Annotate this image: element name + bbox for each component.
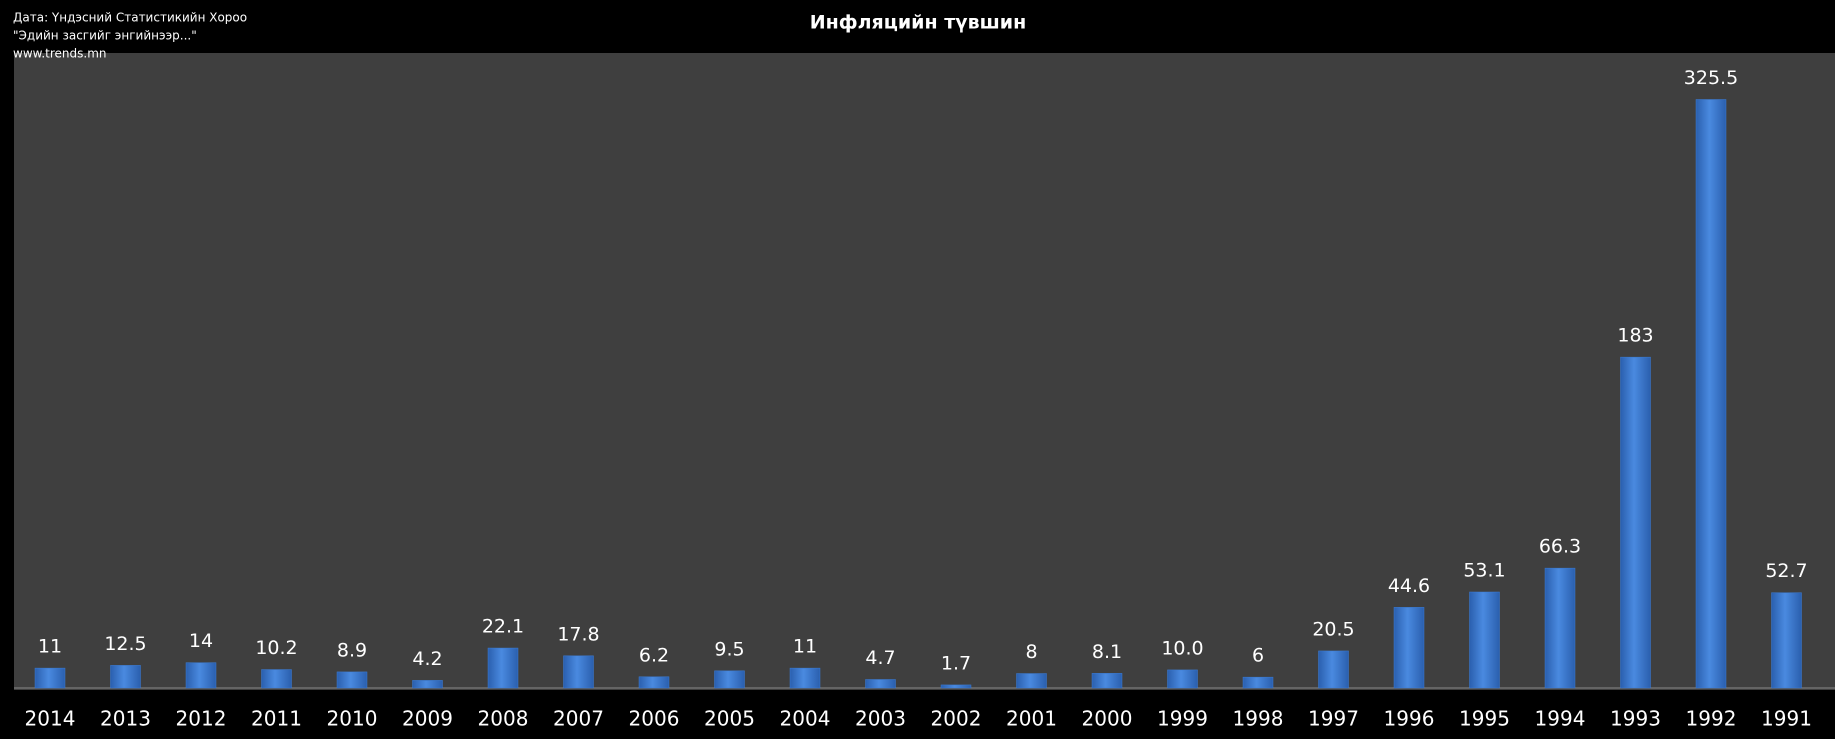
x-tick-label: 1993 xyxy=(1610,707,1661,731)
x-tick-label: 2003 xyxy=(855,707,906,731)
x-tick-label: 2010 xyxy=(327,707,378,731)
bar xyxy=(185,662,217,689)
value-label: 12.5 xyxy=(104,633,146,655)
x-tick-label: 2011 xyxy=(251,707,302,731)
bar xyxy=(638,676,670,689)
x-tick-label: 2002 xyxy=(931,707,982,731)
value-label: 325.5 xyxy=(1684,67,1738,89)
bar xyxy=(1242,676,1274,689)
value-label: 183 xyxy=(1617,325,1653,347)
bar xyxy=(412,680,443,689)
value-label: 52.7 xyxy=(1765,560,1807,582)
x-tick-label: 2009 xyxy=(402,707,453,731)
bar xyxy=(487,647,519,689)
value-label: 53.1 xyxy=(1463,559,1505,581)
source-line: Дата: Үндэсний Статистикийн Хороо xyxy=(13,11,247,25)
x-tick-label: 1998 xyxy=(1233,707,1284,731)
value-label: 4.7 xyxy=(865,647,895,669)
value-label: 11 xyxy=(793,636,817,658)
x-tick-label: 2004 xyxy=(780,707,831,731)
value-label: 17.8 xyxy=(557,623,599,645)
bar xyxy=(110,665,141,689)
bar xyxy=(714,670,745,689)
x-tick-label: 1995 xyxy=(1459,707,1510,731)
bar xyxy=(1091,673,1123,689)
bar xyxy=(1771,592,1802,689)
bar xyxy=(1016,673,1047,689)
x-tick-label: 2012 xyxy=(176,707,227,731)
x-tick-label: 2013 xyxy=(100,707,151,731)
value-label: 6 xyxy=(1252,645,1264,667)
bar xyxy=(34,667,66,689)
bar xyxy=(563,655,594,689)
source-line: www.trends.mn xyxy=(13,47,107,61)
x-tick-label: 2005 xyxy=(704,707,755,731)
value-label: 66.3 xyxy=(1539,536,1581,558)
bar xyxy=(336,671,368,689)
x-tick-label: 1999 xyxy=(1157,707,1208,731)
x-tick-label: 2008 xyxy=(478,707,529,731)
value-label: 11 xyxy=(38,636,62,658)
value-label: 10.2 xyxy=(255,637,297,659)
bar xyxy=(1469,591,1500,689)
x-tick-label: 1996 xyxy=(1384,707,1435,731)
x-tick-label: 1991 xyxy=(1761,707,1812,731)
value-label: 20.5 xyxy=(1312,618,1354,640)
value-label: 44.6 xyxy=(1388,575,1430,597)
x-tick-label: 1992 xyxy=(1686,707,1737,731)
chart-title: Инфляцийн түвшин xyxy=(810,12,1027,34)
x-tick-label: 2014 xyxy=(25,707,76,731)
value-label: 9.5 xyxy=(714,638,744,660)
value-label: 6.2 xyxy=(639,644,669,666)
bar xyxy=(1393,607,1425,689)
bar xyxy=(261,669,292,689)
bar xyxy=(865,679,896,689)
bar xyxy=(1167,669,1198,689)
bar xyxy=(940,684,972,689)
bar xyxy=(1695,99,1727,689)
bar xyxy=(1620,356,1651,689)
value-label: 1.7 xyxy=(941,652,971,674)
x-tick-label: 2007 xyxy=(553,707,604,731)
x-tick-label: 2006 xyxy=(629,707,680,731)
bar xyxy=(1318,650,1349,689)
x-tick-label: 1997 xyxy=(1308,707,1359,731)
x-tick-label: 2001 xyxy=(1006,707,1057,731)
value-label: 10.0 xyxy=(1161,637,1203,659)
x-tick-label: 1994 xyxy=(1535,707,1586,731)
source-line: "Эдийн засгийг энгийнээр..." xyxy=(13,29,197,43)
value-label: 4.2 xyxy=(412,648,442,670)
value-label: 8.1 xyxy=(1092,641,1122,663)
plot-area xyxy=(14,53,1835,690)
value-label: 8.9 xyxy=(337,639,367,661)
value-label: 14 xyxy=(189,630,213,652)
value-label: 8 xyxy=(1025,641,1037,663)
x-tick-label: 2000 xyxy=(1082,707,1133,731)
value-label: 22.1 xyxy=(482,616,524,638)
bar xyxy=(1544,567,1576,689)
bar xyxy=(789,667,821,689)
